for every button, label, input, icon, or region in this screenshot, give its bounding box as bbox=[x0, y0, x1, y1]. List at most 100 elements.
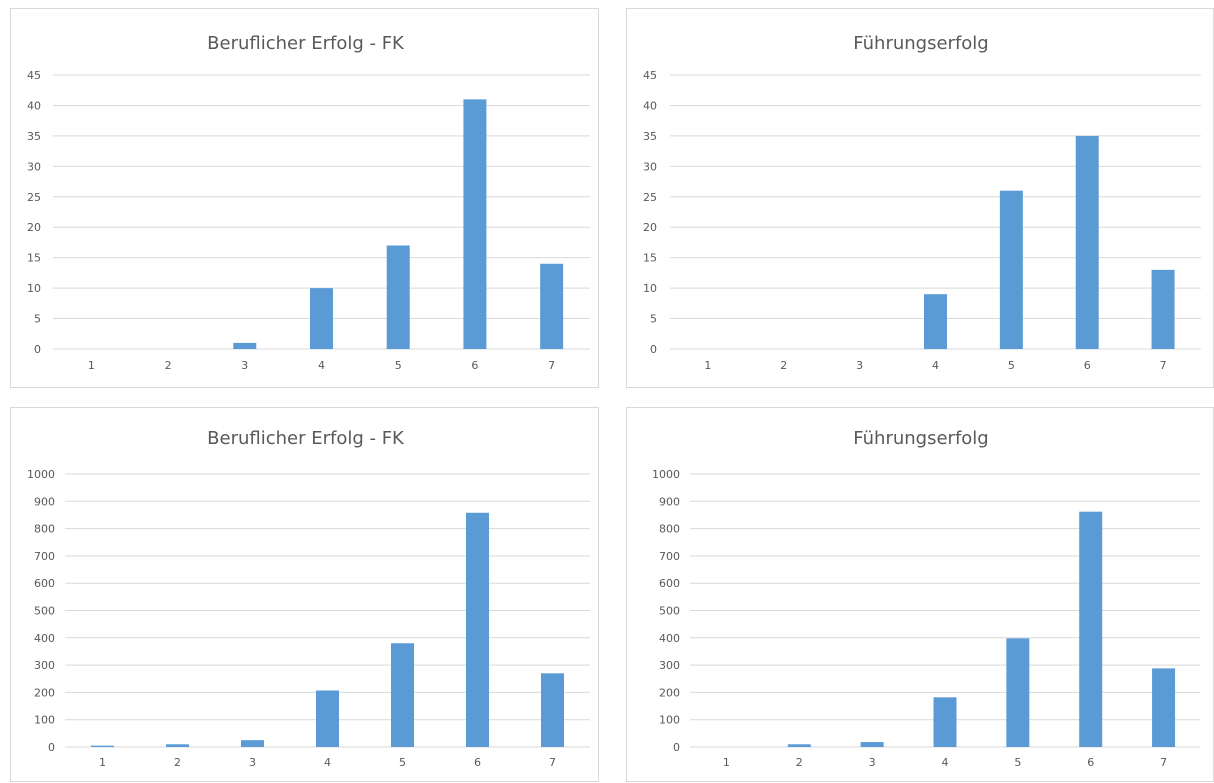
x-tick-label: 2 bbox=[174, 756, 181, 769]
chart-svg: Beruflicher Erfolg - FK05101520253035404… bbox=[27, 33, 590, 372]
x-tick-label: 1 bbox=[704, 359, 711, 372]
y-tick-label: 20 bbox=[643, 221, 657, 234]
x-tick-label: 4 bbox=[324, 756, 331, 769]
bar bbox=[787, 744, 811, 747]
y-tick-label: 500 bbox=[34, 605, 55, 618]
x-tick-label: 6 bbox=[1084, 359, 1091, 372]
x-tick-label: 3 bbox=[241, 359, 248, 372]
bar bbox=[463, 99, 487, 349]
y-tick-label: 600 bbox=[34, 577, 55, 590]
y-tick-label: 20 bbox=[27, 221, 41, 234]
x-tick-label: 7 bbox=[1160, 359, 1167, 372]
y-tick-label: 5 bbox=[34, 313, 41, 326]
bar bbox=[540, 263, 564, 349]
x-tick-label: 1 bbox=[723, 756, 730, 769]
y-tick-label: 1000 bbox=[27, 468, 55, 481]
x-tick-label: 7 bbox=[548, 359, 555, 372]
bar bbox=[1151, 269, 1175, 349]
bar bbox=[233, 342, 257, 349]
chart-svg: Führungserfolg 0 100 200 300 400 500 600 700 800 9… bbox=[652, 428, 1200, 769]
bar bbox=[386, 245, 410, 349]
bar bbox=[1006, 638, 1030, 747]
x-tick-label: 2 bbox=[780, 359, 787, 372]
y-tick-label: 10 bbox=[27, 282, 41, 295]
y-tick-label: 100 bbox=[659, 714, 680, 727]
x-tick-label: 6 bbox=[474, 756, 481, 769]
y-tick-label: 200 bbox=[34, 686, 55, 699]
bar bbox=[541, 673, 564, 747]
x-tick-label: 7 bbox=[1160, 756, 1167, 769]
chart-panel-beruflicher-erfolg-bottom: Beruflicher Erfolg - FK 0 100 200 300 400 500 6… bbox=[10, 407, 599, 782]
y-tick-label: 500 bbox=[659, 605, 680, 618]
bar bbox=[999, 190, 1023, 349]
bar bbox=[391, 643, 414, 747]
x-tick-label: 3 bbox=[869, 756, 876, 769]
x-tick-label: 5 bbox=[395, 359, 402, 372]
y-tick-label: 400 bbox=[34, 632, 55, 645]
y-tick-label: 800 bbox=[34, 523, 55, 536]
chart-title: Führungserfolg bbox=[853, 33, 988, 54]
x-tick-label: 4 bbox=[932, 359, 939, 372]
chart-title: Führungserfolg bbox=[853, 428, 988, 449]
y-tick-label: 1000 bbox=[652, 468, 680, 481]
chart-svg: Beruflicher Erfolg - FK 0 100 200 300 400 500 6… bbox=[27, 428, 590, 769]
x-tick-label: 5 bbox=[399, 756, 406, 769]
chart-panel-fuehrungserfolg-bottom: Führungserfolg 0 100 200 300 400 500 600 700 800 9… bbox=[626, 407, 1214, 782]
bar bbox=[860, 742, 884, 747]
bar bbox=[1079, 511, 1103, 747]
y-tick-label: 200 bbox=[659, 686, 680, 699]
x-tick-label: 7 bbox=[549, 756, 556, 769]
y-tick-label: 5 bbox=[650, 313, 657, 326]
x-tick-label: 6 bbox=[471, 359, 478, 372]
bar bbox=[933, 697, 957, 747]
y-tick-label: 45 bbox=[643, 69, 657, 82]
y-tick-label: 300 bbox=[34, 659, 55, 672]
y-tick-label: 0 bbox=[673, 741, 680, 754]
bar bbox=[924, 294, 947, 349]
y-tick-label: 0 bbox=[650, 343, 657, 356]
y-tick-label: 30 bbox=[643, 160, 657, 173]
x-tick-label: 3 bbox=[856, 359, 863, 372]
chart-title: Beruflicher Erfolg - FK bbox=[207, 428, 405, 449]
y-tick-label: 25 bbox=[643, 191, 657, 204]
y-tick-label: 100 bbox=[34, 714, 55, 727]
x-tick-label: 1 bbox=[99, 756, 106, 769]
y-tick-label: 700 bbox=[34, 550, 55, 563]
bar bbox=[91, 745, 114, 747]
x-tick-label: 1 bbox=[88, 359, 95, 372]
bar bbox=[316, 690, 339, 747]
chart-panel-fuehrungserfolg-top: Führungserfolg 0 5 10 15 20 25 30 35 40 45 1 2 3 4 5 6 7 bbox=[626, 8, 1214, 388]
y-tick-label: 300 bbox=[659, 659, 680, 672]
y-tick-label: 35 bbox=[27, 130, 41, 143]
y-tick-label: 40 bbox=[643, 99, 657, 112]
y-tick-label: 35 bbox=[643, 130, 657, 143]
y-tick-label: 30 bbox=[27, 160, 41, 173]
y-tick-label: 25 bbox=[27, 191, 41, 204]
y-tick-label: 15 bbox=[27, 252, 41, 265]
bar bbox=[310, 288, 333, 349]
y-tick-label: 400 bbox=[659, 632, 680, 645]
y-tick-label: 0 bbox=[34, 343, 41, 356]
y-tick-label: 900 bbox=[34, 495, 55, 508]
x-tick-label: 2 bbox=[796, 756, 803, 769]
x-tick-label: 5 bbox=[1008, 359, 1015, 372]
bar bbox=[241, 740, 264, 747]
x-tick-label: 5 bbox=[1014, 756, 1021, 769]
bar bbox=[1075, 135, 1099, 349]
bar bbox=[166, 744, 189, 747]
bar bbox=[466, 512, 489, 747]
y-tick-label: 0 bbox=[48, 741, 55, 754]
chart-title: Beruflicher Erfolg - FK bbox=[207, 33, 405, 54]
x-tick-label: 3 bbox=[249, 756, 256, 769]
bar bbox=[1152, 668, 1176, 747]
y-tick-label: 40 bbox=[27, 99, 41, 112]
y-tick-label: 700 bbox=[659, 550, 680, 563]
y-tick-label: 45 bbox=[27, 69, 41, 82]
x-tick-label: 2 bbox=[165, 359, 172, 372]
x-tick-label: 4 bbox=[942, 756, 949, 769]
x-tick-label: 4 bbox=[318, 359, 325, 372]
y-tick-label: 10 bbox=[643, 282, 657, 295]
y-tick-label: 900 bbox=[659, 495, 680, 508]
y-tick-label: 800 bbox=[659, 523, 680, 536]
